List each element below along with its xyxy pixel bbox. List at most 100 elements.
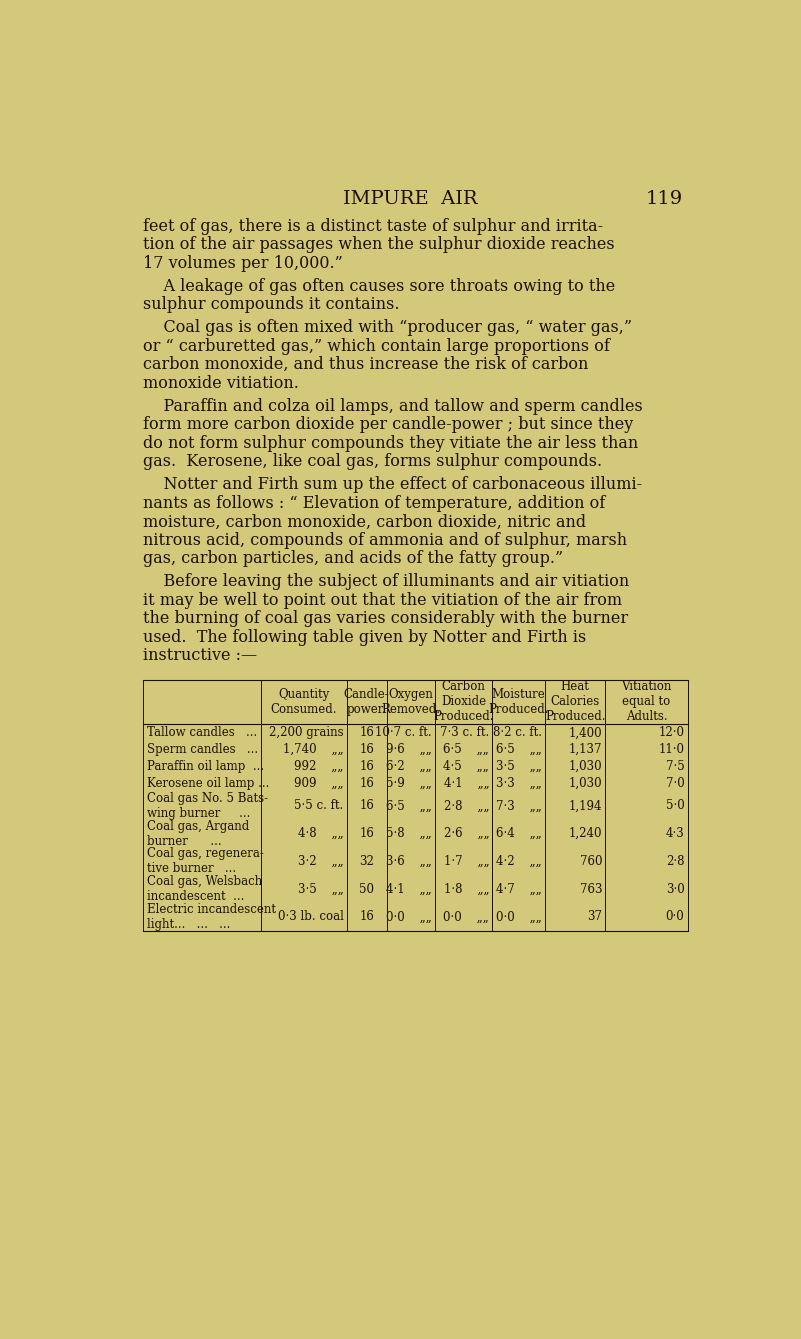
Text: sulphur compounds it contains.: sulphur compounds it contains.: [143, 296, 399, 313]
Text: Coal gas, Welsbach
incandescent  ...: Coal gas, Welsbach incandescent ...: [147, 876, 262, 902]
Text: 4·5    „„: 4·5 „„: [444, 761, 489, 773]
Text: 50: 50: [359, 882, 374, 896]
Text: used.  The following table given by Notter and Firth is: used. The following table given by Notte…: [143, 629, 586, 645]
Text: 1,740    „„: 1,740 „„: [283, 743, 344, 757]
Text: the burning of coal gas varies considerably with the burner: the burning of coal gas varies considera…: [143, 611, 628, 628]
Text: 1·7    „„: 1·7 „„: [444, 854, 489, 868]
Text: feet of gas, there is a distinct taste of sulphur and irrita-: feet of gas, there is a distinct taste o…: [143, 218, 603, 234]
Text: Candle-
power.: Candle- power.: [344, 688, 389, 716]
Text: 7·0: 7·0: [666, 777, 685, 790]
Text: Coal gas is often mixed with “producer gas, “ water gas,”: Coal gas is often mixed with “producer g…: [143, 319, 632, 336]
Text: 16: 16: [360, 761, 374, 773]
Text: Before leaving the subject of illuminants and air vitiation: Before leaving the subject of illuminant…: [143, 573, 629, 590]
Text: 10·7 c. ft.: 10·7 c. ft.: [375, 726, 432, 739]
Text: 4·2    „„: 4·2 „„: [497, 854, 541, 868]
Text: nants as follows : “ Elevation of temperature, addition of: nants as follows : “ Elevation of temper…: [143, 495, 605, 511]
Text: carbon monoxide, and thus increase the risk of carbon: carbon monoxide, and thus increase the r…: [143, 356, 588, 374]
Text: 4·7    „„: 4·7 „„: [496, 882, 541, 896]
Text: monoxide vitiation.: monoxide vitiation.: [143, 375, 299, 392]
Text: Sperm candles   ...: Sperm candles ...: [147, 743, 258, 757]
Text: moisture, carbon monoxide, carbon dioxide, nitric and: moisture, carbon monoxide, carbon dioxid…: [143, 513, 586, 530]
Text: Coal gas, regenera-
tive burner   ...: Coal gas, regenera- tive burner ...: [147, 848, 264, 876]
Text: 6·4    „„: 6·4 „„: [496, 828, 541, 840]
Text: A leakage of gas often causes sore throats owing to the: A leakage of gas often causes sore throa…: [143, 277, 615, 295]
Text: 0·0: 0·0: [666, 911, 685, 924]
Text: 1,030: 1,030: [569, 761, 602, 773]
Text: Vitiation
equal to
Adults.: Vitiation equal to Adults.: [622, 680, 672, 723]
Text: 2,200 grains: 2,200 grains: [269, 726, 344, 739]
Text: gas, carbon particles, and acids of the fatty group.”: gas, carbon particles, and acids of the …: [143, 550, 563, 568]
Text: 5·0: 5·0: [666, 799, 685, 813]
Text: 6·5    „„: 6·5 „„: [444, 743, 489, 757]
Text: nitrous acid, compounds of ammonia and of sulphur, marsh: nitrous acid, compounds of ammonia and o…: [143, 532, 627, 549]
Text: 1,400: 1,400: [569, 726, 602, 739]
Text: 0·3 lb. coal: 0·3 lb. coal: [278, 911, 344, 924]
Text: Coal gas No. 5 Bats-
wing burner     ...: Coal gas No. 5 Bats- wing burner ...: [147, 791, 268, 819]
Text: 9·6    „„: 9·6 „„: [386, 743, 432, 757]
Text: Heat
Calories
Produced.: Heat Calories Produced.: [545, 680, 606, 723]
Text: 3·5    „„: 3·5 „„: [298, 882, 344, 896]
Text: 0·0    „„: 0·0 „„: [444, 911, 489, 924]
Text: 7·3 c. ft.: 7·3 c. ft.: [440, 726, 489, 739]
Text: 5·9    „„: 5·9 „„: [386, 777, 432, 790]
Text: 0·0    „„: 0·0 „„: [496, 911, 541, 924]
Text: Oxygen
Removed.: Oxygen Removed.: [381, 688, 441, 716]
Text: IMPURE  AIR: IMPURE AIR: [343, 190, 477, 208]
Text: instructive :—: instructive :—: [143, 647, 257, 664]
Text: 16: 16: [360, 726, 374, 739]
Text: 2·8    „„: 2·8 „„: [444, 799, 489, 813]
Text: Quantity
Consumed.: Quantity Consumed.: [271, 688, 337, 716]
Text: Tallow candles   ...: Tallow candles ...: [147, 726, 257, 739]
Text: 6·2    „„: 6·2 „„: [386, 761, 432, 773]
Text: 37: 37: [587, 911, 602, 924]
Text: 3·5    „„: 3·5 „„: [496, 761, 541, 773]
Text: 909    „„: 909 „„: [294, 777, 344, 790]
Text: 1·8    „„: 1·8 „„: [444, 882, 489, 896]
Text: 32: 32: [360, 854, 374, 868]
Text: Paraffin and colza oil lamps, and tallow and sperm candles: Paraffin and colza oil lamps, and tallow…: [143, 398, 642, 415]
Text: do not form sulphur compounds they vitiate the air less than: do not form sulphur compounds they vitia…: [143, 435, 638, 451]
Text: 4·1    „„: 4·1 „„: [386, 882, 432, 896]
Text: 1,137: 1,137: [569, 743, 602, 757]
Text: Paraffin oil lamp  ...: Paraffin oil lamp ...: [147, 761, 264, 773]
Text: form more carbon dioxide per candle-power ; but since they: form more carbon dioxide per candle-powe…: [143, 416, 633, 434]
Text: 5·8    „„: 5·8 „„: [386, 828, 432, 840]
Text: 3·2    „„: 3·2 „„: [298, 854, 344, 868]
Text: 2·6    „„: 2·6 „„: [444, 828, 489, 840]
Text: 1,030: 1,030: [569, 777, 602, 790]
Text: 4·1    „„: 4·1 „„: [444, 777, 489, 790]
Text: 6·5    „„: 6·5 „„: [496, 743, 541, 757]
Text: 3·6    „„: 3·6 „„: [386, 854, 432, 868]
Text: it may be well to point out that the vitiation of the air from: it may be well to point out that the vit…: [143, 592, 622, 609]
Text: tion of the air passages when the sulphur dioxide reaches: tion of the air passages when the sulphu…: [143, 236, 614, 253]
Text: 16: 16: [360, 799, 374, 813]
Text: 11·0: 11·0: [658, 743, 685, 757]
Text: Kerosene oil lamp ...: Kerosene oil lamp ...: [147, 777, 269, 790]
Text: 17 volumes per 10,000.”: 17 volumes per 10,000.”: [143, 254, 343, 272]
Text: 119: 119: [646, 190, 683, 208]
Text: 8·2 c. ft.: 8·2 c. ft.: [493, 726, 541, 739]
Text: 763: 763: [580, 882, 602, 896]
Text: 16: 16: [360, 743, 374, 757]
Text: 760: 760: [580, 854, 602, 868]
Text: 16: 16: [360, 911, 374, 924]
Text: 0·0    „„: 0·0 „„: [386, 911, 432, 924]
Text: gas.  Kerosene, like coal gas, forms sulphur compounds.: gas. Kerosene, like coal gas, forms sulp…: [143, 454, 602, 470]
Text: 16: 16: [360, 828, 374, 840]
Text: 5·5 c. ft.: 5·5 c. ft.: [294, 799, 344, 813]
Text: Carbon
Dioxide
Produced.: Carbon Dioxide Produced.: [433, 680, 494, 723]
Text: 3·3    „„: 3·3 „„: [496, 777, 541, 790]
Text: 7·5: 7·5: [666, 761, 685, 773]
Text: 1,194: 1,194: [569, 799, 602, 813]
Text: 16: 16: [360, 777, 374, 790]
Text: Coal gas, Argand
burner      ...: Coal gas, Argand burner ...: [147, 819, 249, 848]
Text: 2·8: 2·8: [666, 854, 685, 868]
Text: 4·3: 4·3: [666, 828, 685, 840]
Text: 7·3    „„: 7·3 „„: [496, 799, 541, 813]
Text: 992    „„: 992 „„: [294, 761, 344, 773]
Text: 3·0: 3·0: [666, 882, 685, 896]
Text: 1,240: 1,240: [569, 828, 602, 840]
Text: 6·5    „„: 6·5 „„: [386, 799, 432, 813]
Text: 12·0: 12·0: [658, 726, 685, 739]
Text: 4·8    „„: 4·8 „„: [298, 828, 344, 840]
